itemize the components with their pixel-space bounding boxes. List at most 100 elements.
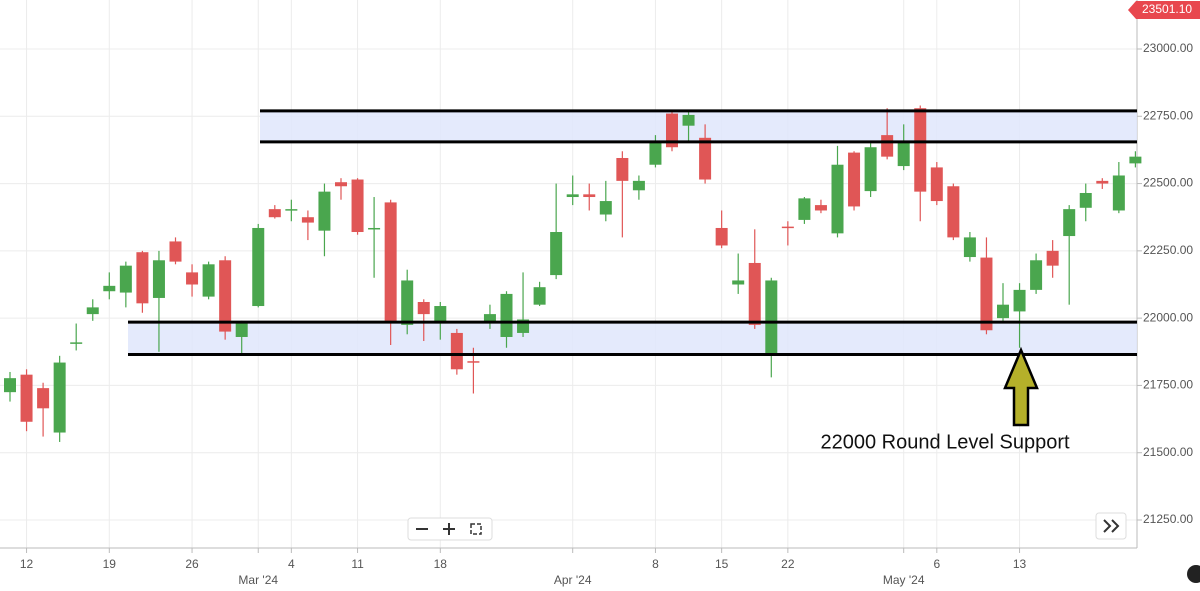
candle-body — [649, 141, 662, 165]
x-tick-label: 11 — [351, 557, 364, 571]
candle-body — [401, 280, 414, 325]
candle-body — [450, 332, 463, 370]
candle-body — [814, 205, 827, 211]
x-tick-label: 18 — [434, 557, 448, 571]
logo — [1187, 565, 1200, 583]
candle-body — [70, 342, 83, 344]
candle-body — [682, 114, 695, 126]
x-tick-label: Apr '24 — [554, 573, 592, 587]
candle-body — [1046, 250, 1059, 266]
candle-body — [1112, 175, 1125, 211]
x-tick-label: 26 — [185, 557, 199, 571]
candle-body — [202, 264, 215, 297]
candle-body — [947, 186, 960, 238]
x-tick-label: May '24 — [883, 573, 925, 587]
x-tick-label: Mar '24 — [238, 573, 278, 587]
candle-body — [748, 262, 761, 325]
candle-body — [914, 108, 927, 192]
candle-body — [699, 137, 712, 180]
x-tick-label: 12 — [20, 557, 34, 571]
y-tick-label: 21750.00 — [1143, 378, 1193, 392]
price-tag — [1128, 1, 1200, 19]
candle-body — [235, 322, 248, 337]
zoom-controls[interactable] — [407, 517, 493, 541]
candle-body — [335, 182, 347, 187]
candle-body — [53, 362, 66, 433]
price-tag-label: 23501.10 — [1142, 2, 1192, 16]
x-tick-label: 15 — [715, 557, 729, 571]
x-tick-label: 8 — [652, 557, 659, 571]
zone — [260, 110, 1137, 142]
candle-body — [781, 226, 794, 229]
candle-body — [483, 314, 496, 323]
candle-body — [1129, 156, 1142, 164]
y-tick-label: 21250.00 — [1143, 512, 1193, 526]
candle-body — [666, 113, 678, 148]
candle-body — [997, 304, 1009, 319]
candle-body — [119, 265, 132, 293]
candle-body — [1063, 209, 1076, 237]
candle-body — [268, 209, 281, 218]
x-tick-label: 13 — [1013, 557, 1027, 571]
candle-body — [20, 374, 33, 422]
candle-body — [434, 306, 447, 324]
y-tick-label: 21500.00 — [1143, 445, 1193, 459]
candle-body — [186, 272, 199, 285]
candle-body — [152, 260, 165, 298]
price-axis-bg — [1137, 0, 1200, 591]
candle-body — [318, 191, 331, 231]
candle-body — [136, 252, 149, 304]
candle-body — [169, 241, 182, 262]
candle-body — [599, 201, 612, 215]
y-tick-label: 22250.00 — [1143, 243, 1193, 257]
candle-body — [583, 194, 596, 198]
candle-body — [301, 217, 314, 223]
annotation: 22000 Round Level Support — [820, 431, 1070, 453]
scroll-icon — [1103, 519, 1112, 533]
arrow — [1003, 346, 1039, 427]
x-tick-label: 19 — [103, 557, 117, 571]
candle-body — [897, 141, 910, 167]
candle-body — [86, 307, 99, 315]
candle-body — [632, 180, 645, 191]
candle-body — [252, 227, 265, 307]
candle-body — [864, 147, 877, 192]
y-tick-label: 22500.00 — [1143, 176, 1193, 190]
candle-body — [500, 293, 513, 337]
candle-body — [881, 135, 894, 157]
candle-body — [550, 232, 563, 276]
candle-body — [848, 152, 861, 207]
candle-body — [1096, 180, 1109, 184]
candle-body — [351, 179, 364, 233]
candle-body — [219, 260, 232, 332]
candle-body — [831, 164, 844, 234]
candle-body — [930, 167, 943, 202]
candle-body — [566, 194, 579, 198]
candle-body — [103, 285, 116, 292]
candle-body — [715, 227, 728, 246]
candle-body — [1079, 192, 1092, 208]
candle-body — [37, 388, 50, 409]
y-tick-label: 23000.00 — [1143, 41, 1193, 55]
candle-body — [4, 378, 16, 393]
zone — [128, 322, 1137, 355]
scroll-icon — [1111, 519, 1120, 533]
x-tick-label: 22 — [781, 557, 795, 571]
candle-body — [417, 301, 430, 315]
candle-body — [798, 198, 811, 220]
candle-body — [732, 280, 745, 285]
candle-body — [1030, 260, 1043, 290]
candle-body — [616, 157, 629, 181]
candle-body — [384, 202, 397, 321]
y-tick-label: 22000.00 — [1143, 310, 1193, 324]
candle-body — [963, 237, 976, 258]
x-tick-label: 6 — [933, 557, 940, 571]
x-tick-label: 4 — [288, 557, 295, 571]
candle-body — [467, 361, 480, 363]
candle-body — [533, 287, 546, 305]
reset-zoom[interactable] — [470, 523, 482, 535]
candle-body — [765, 280, 778, 355]
y-tick-label: 22750.00 — [1143, 108, 1193, 122]
candle-body — [368, 227, 381, 230]
